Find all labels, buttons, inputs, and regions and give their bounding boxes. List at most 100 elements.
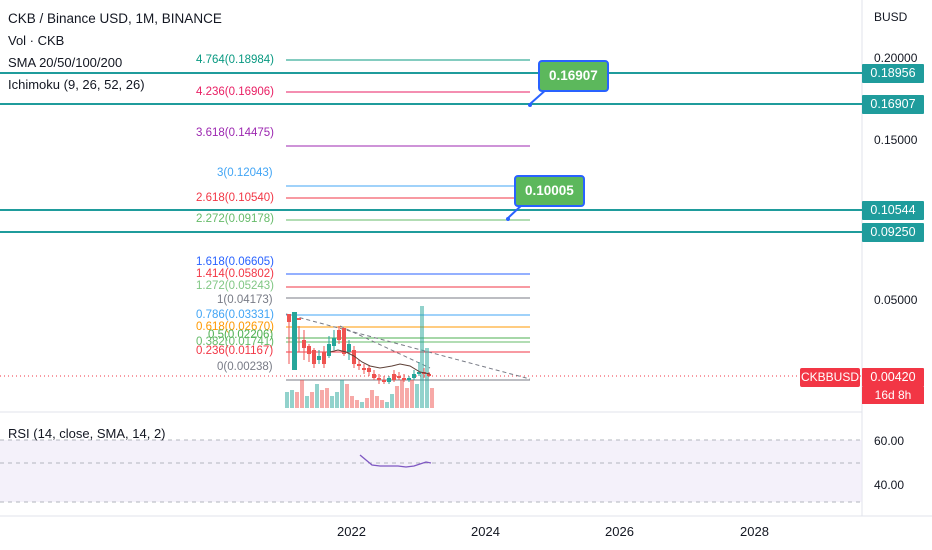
candle-body [307,346,311,354]
bar-countdown: 16d 8h [862,387,924,404]
chart-title: CKB / Binance USD, 1M, BINANCE [8,11,222,26]
candle-body [337,330,341,340]
volume-bar [415,384,419,408]
time-tick: 2028 [740,524,769,539]
volume-bars [285,306,434,408]
volume-bar [330,396,334,408]
volume-bar [335,392,339,408]
volume-bar [360,402,364,408]
volume-bar [305,396,309,408]
volume-bar [405,388,409,408]
fib-label: 2.272(0.09178) [196,213,275,225]
candle-body [297,318,301,320]
volume-bar [375,396,379,408]
candle-body [427,374,431,376]
fib-label: 0.5(0.02206) [208,329,274,341]
fib-label: 0.618(0.02670) [196,321,275,333]
rsi-tick: 60.00 [874,434,905,448]
volume-bar [345,384,349,408]
candle-body [342,328,346,354]
candle-body [352,350,356,364]
rsi-tick: 40.00 [874,478,905,492]
volume-bar [395,386,399,408]
volume-bar [315,384,319,408]
rsi-line [359,454,432,468]
candle-body [287,314,291,322]
symbol-badge: CKBBUSD [800,368,860,387]
candle-body [377,378,381,380]
volume-bar [390,394,394,408]
volume-bar [425,348,429,408]
trend-line-2 [339,325,431,369]
volume-bar [340,380,344,408]
fib-label: 1.272(0.05243) [196,280,275,292]
candle-body [312,350,316,364]
fib-label: 0(0.00238) [217,361,273,373]
candles [287,312,431,384]
candle-body [412,374,416,378]
candle-body [367,368,371,372]
candle-body [387,378,391,382]
volume-bar [420,306,424,408]
candle-body [392,374,396,380]
time-tick: 2024 [471,524,500,539]
fib-label: 0.786(0.03331) [196,309,275,321]
candle-body [372,374,376,378]
volume-bar [310,392,314,408]
ichimoku-legend[interactable]: Ichimoku (9, 26, 52, 26) [8,77,145,92]
trend-line-1 [285,313,531,380]
volume-bar [380,400,384,408]
price-badge: 0.16907 [862,95,924,114]
candle-body [382,380,386,382]
current-price-badge: 0.00420 [862,368,924,387]
candle-body [322,352,326,364]
time-tick: 2026 [605,524,634,539]
volume-bar [365,398,369,408]
candle-body [327,344,331,356]
callout-anchor-1 [528,103,532,107]
volume-legend[interactable]: Vol · CKB [8,33,65,48]
price-callout[interactable]: 0.10005 [514,175,585,207]
candle-body [302,340,306,348]
volume-bar [350,396,354,408]
volume-bar [355,400,359,408]
fib-label: 3(0.12043) [217,167,273,179]
price-badge: 0.09250 [862,223,924,242]
fib-label: 4.764(0.18984) [196,54,275,66]
volume-bar [385,402,389,408]
rsi-legend[interactable]: RSI (14, close, SMA, 14, 2) [8,426,166,441]
candle-body [402,378,406,380]
volume-bar [325,388,329,408]
volume-bar [290,390,294,408]
fib-lines [286,59,530,381]
volume-bar [320,390,324,408]
price-badge: 0.10544 [862,201,924,220]
sma-legend[interactable]: SMA 20/50/100/200 [8,55,123,70]
rsi-band [0,440,862,502]
candle-body [397,376,401,378]
volume-bar [300,380,304,408]
candle-body [357,364,361,366]
candle-body [292,312,297,370]
price-tick: 0.05000 [874,293,918,307]
price-tick: 0.15000 [874,133,918,147]
fib-label: 4.236(0.16906) [196,86,275,98]
fib-label: 1.618(0.06605) [196,256,275,268]
volume-bar [370,390,374,408]
price-badge: 0.18956 [862,64,924,83]
candle-body [417,372,421,374]
price-callout[interactable]: 0.16907 [538,60,609,92]
candle-body [317,356,321,360]
fib-label: 3.618(0.14475) [196,127,275,139]
fib-label: 1(0.04173) [217,294,273,306]
candle-body [362,368,366,370]
volume-bar [430,388,434,408]
candle-body [332,338,336,346]
fib-label: 0.236(0.01167) [196,345,274,357]
price-unit-label: BUSD [874,10,908,24]
time-tick: 2022 [337,524,366,539]
candle-body [347,344,351,352]
volume-bar [410,380,414,408]
sma-line [329,349,431,375]
